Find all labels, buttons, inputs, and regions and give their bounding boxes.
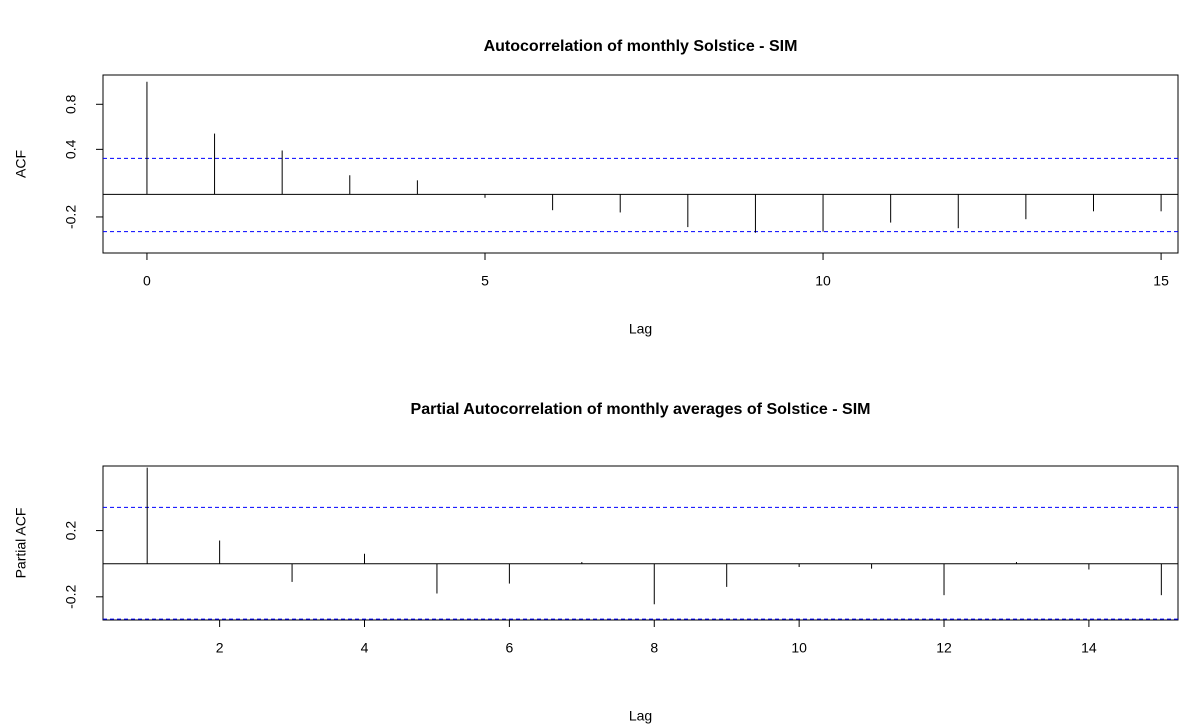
x-tick-label: 2 — [216, 640, 224, 656]
chart-title: Partial Autocorrelation of monthly avera… — [411, 401, 871, 418]
y-tick-label: 0.4 — [63, 139, 79, 159]
y-tick-label: 0.2 — [63, 521, 79, 541]
x-axis-label: Lag — [629, 321, 652, 337]
x-tick-label: 4 — [361, 640, 369, 656]
x-tick-label: 10 — [791, 640, 807, 656]
x-tick-label: 14 — [1081, 640, 1097, 656]
y-axis-label: ACF — [13, 150, 29, 178]
y-axis-label: Partial ACF — [13, 508, 29, 579]
chart-title: Autocorrelation of monthly Solstice - SI… — [484, 38, 798, 55]
x-tick-label: 0 — [143, 273, 151, 289]
x-tick-label: 15 — [1153, 273, 1169, 289]
x-tick-label: 6 — [505, 640, 513, 656]
x-tick-label: 5 — [481, 273, 489, 289]
x-tick-label: 8 — [650, 640, 658, 656]
plot-frame — [102, 465, 1179, 621]
plot-frame — [102, 74, 1179, 254]
x-axis-label: Lag — [629, 708, 652, 724]
x-tick-label: 12 — [936, 640, 952, 656]
x-tick-label: 10 — [815, 273, 831, 289]
y-tick-label: -0.2 — [63, 585, 79, 609]
y-tick-label: -0.2 — [63, 205, 79, 229]
y-tick-label: 0.8 — [63, 94, 79, 114]
